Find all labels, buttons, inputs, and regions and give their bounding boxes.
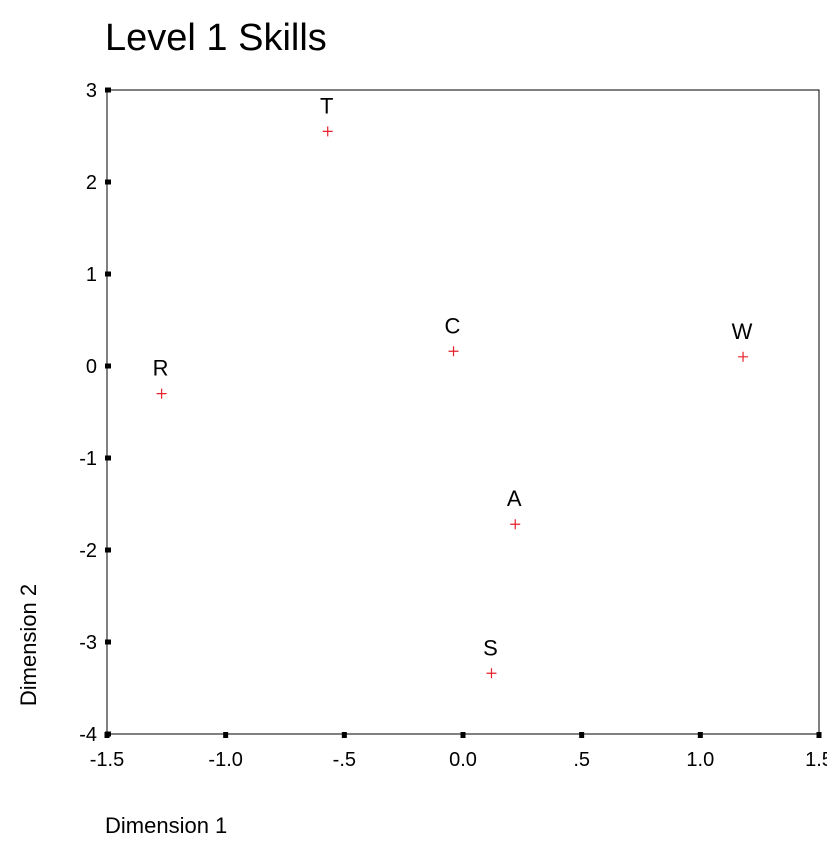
x-tick-label: 1.5 xyxy=(805,749,827,771)
x-tick-label: -.5 xyxy=(333,749,356,771)
x-tick-mark xyxy=(697,732,703,738)
y-axis-label: Dimension 2 xyxy=(16,584,41,706)
point-label: S xyxy=(483,635,498,660)
y-axis: 3 2 1 0 -1 -2 -3 -4 xyxy=(79,80,111,746)
plus-marker xyxy=(510,519,521,530)
x-tick-label: -1.5 xyxy=(90,749,124,771)
x-axis: -1.5 -1.0 -.5 0.0 .5 1.0 1.5 xyxy=(90,732,827,771)
data-point-w: W xyxy=(732,319,753,362)
data-point-s: S xyxy=(483,635,498,679)
chart-title: Level 1 Skills xyxy=(105,17,327,59)
plus-marker xyxy=(738,351,749,362)
x-tick-mark xyxy=(460,732,466,738)
x-tick-mark xyxy=(104,732,110,738)
y-tick-mark xyxy=(105,455,111,461)
x-axis-label: Dimension 1 xyxy=(105,813,227,838)
y-tick-label: 2 xyxy=(86,172,97,194)
plot-frame xyxy=(106,89,820,735)
x-tick-label: 1.0 xyxy=(686,749,714,771)
data-point-a: A xyxy=(507,486,522,530)
y-tick-label: 0 xyxy=(86,356,97,378)
point-label: R xyxy=(153,356,169,381)
y-tick-mark xyxy=(105,363,111,369)
x-tick-mark xyxy=(816,732,822,738)
y-tick-label: -1 xyxy=(79,448,97,470)
x-tick-mark xyxy=(579,732,585,738)
y-tick-label: -4 xyxy=(79,724,97,746)
y-tick-label: -3 xyxy=(79,632,97,654)
x-tick-label: 0.0 xyxy=(449,749,477,771)
data-point-t: T xyxy=(320,93,333,137)
y-tick-mark xyxy=(105,547,111,553)
point-label: C xyxy=(445,313,461,338)
point-label: A xyxy=(507,486,522,511)
point-label: W xyxy=(732,319,753,344)
x-tick-label: .5 xyxy=(573,749,590,771)
y-tick-label: 3 xyxy=(86,80,97,102)
data-points: T C W R A S xyxy=(153,93,753,679)
y-tick-mark xyxy=(105,179,111,185)
y-tick-mark xyxy=(105,87,111,93)
plus-marker xyxy=(156,388,167,399)
plus-marker xyxy=(486,668,497,679)
point-label: T xyxy=(320,93,333,118)
y-tick-mark xyxy=(105,271,111,277)
plus-marker xyxy=(448,346,459,357)
x-tick-mark xyxy=(223,732,229,738)
y-tick-label: -2 xyxy=(79,540,97,562)
x-tick-label: -1.0 xyxy=(208,749,242,771)
y-tick-label: 1 xyxy=(86,264,97,286)
x-tick-mark xyxy=(341,732,347,738)
y-tick-mark xyxy=(105,639,111,645)
plus-marker xyxy=(322,126,333,137)
data-point-c: C xyxy=(445,313,461,357)
data-point-r: R xyxy=(153,356,169,399)
